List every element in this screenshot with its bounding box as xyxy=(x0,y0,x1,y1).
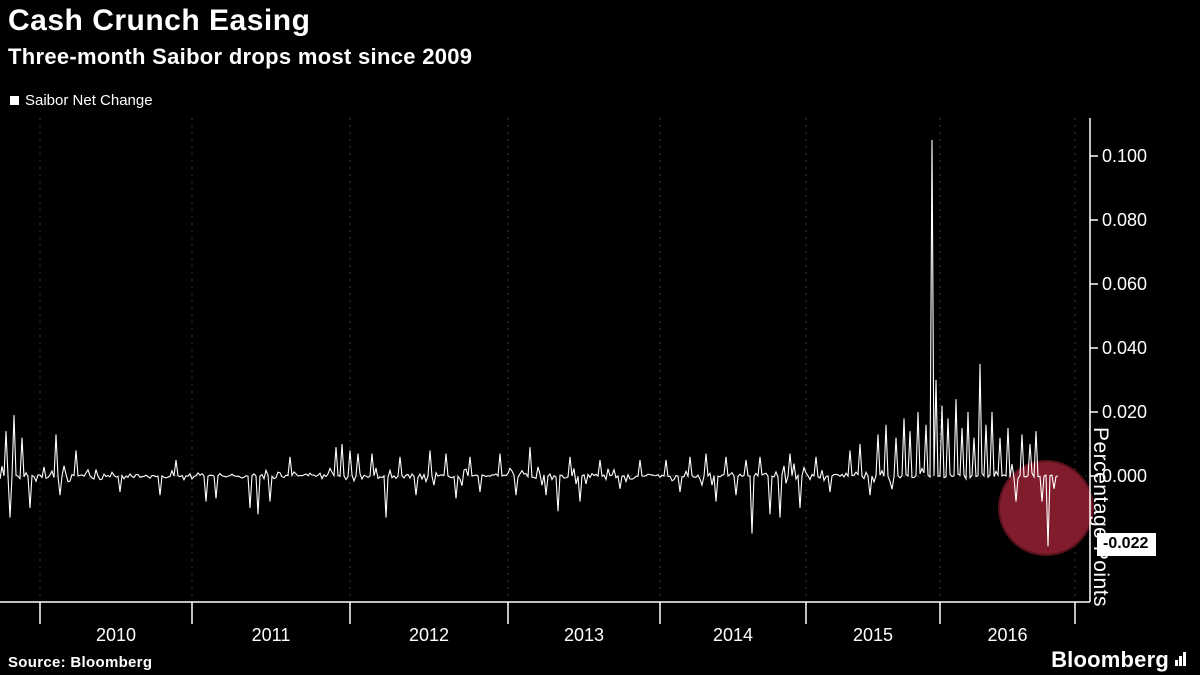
y-tick-label: 0.020 xyxy=(1102,402,1147,422)
bar-chart-logo-icon xyxy=(1175,652,1186,666)
last-value-callout: -0.022 xyxy=(1097,533,1157,556)
x-year-label: 2015 xyxy=(853,625,893,645)
saibor-net-change-series xyxy=(0,139,1059,547)
y-tick-label: 0.060 xyxy=(1102,274,1147,294)
y-tick-label: 0.080 xyxy=(1102,210,1147,230)
x-year-label: 2010 xyxy=(96,625,136,645)
page-subtitle: Three-month Saibor drops most since 2009 xyxy=(8,44,473,69)
brand-logo-text: Bloomberg xyxy=(1051,647,1169,672)
x-year-label: 2011 xyxy=(252,625,291,645)
x-year-label: 2014 xyxy=(713,625,753,645)
legend: Saibor Net Change xyxy=(10,92,153,109)
legend-label: Saibor Net Change xyxy=(25,92,153,109)
x-year-label: 2012 xyxy=(409,625,449,645)
y-tick-label: 0.040 xyxy=(1102,338,1147,358)
y-tick-label: 0.000 xyxy=(1102,466,1147,486)
x-year-label: 2016 xyxy=(987,625,1027,645)
brand-logo: Bloomberg xyxy=(1051,647,1186,673)
y-axis-title-container: Percentage Points xyxy=(1089,160,1196,607)
source-credit: Source: Bloomberg xyxy=(8,654,153,671)
legend-swatch-icon xyxy=(10,96,19,105)
y-axis-title: Percentage Points xyxy=(1088,426,1112,608)
y-tick-label: 0.100 xyxy=(1102,146,1147,166)
highlight-circle-icon xyxy=(998,460,1094,556)
x-year-label: 2013 xyxy=(564,625,604,645)
page-title: Cash Crunch Easing xyxy=(8,4,311,37)
